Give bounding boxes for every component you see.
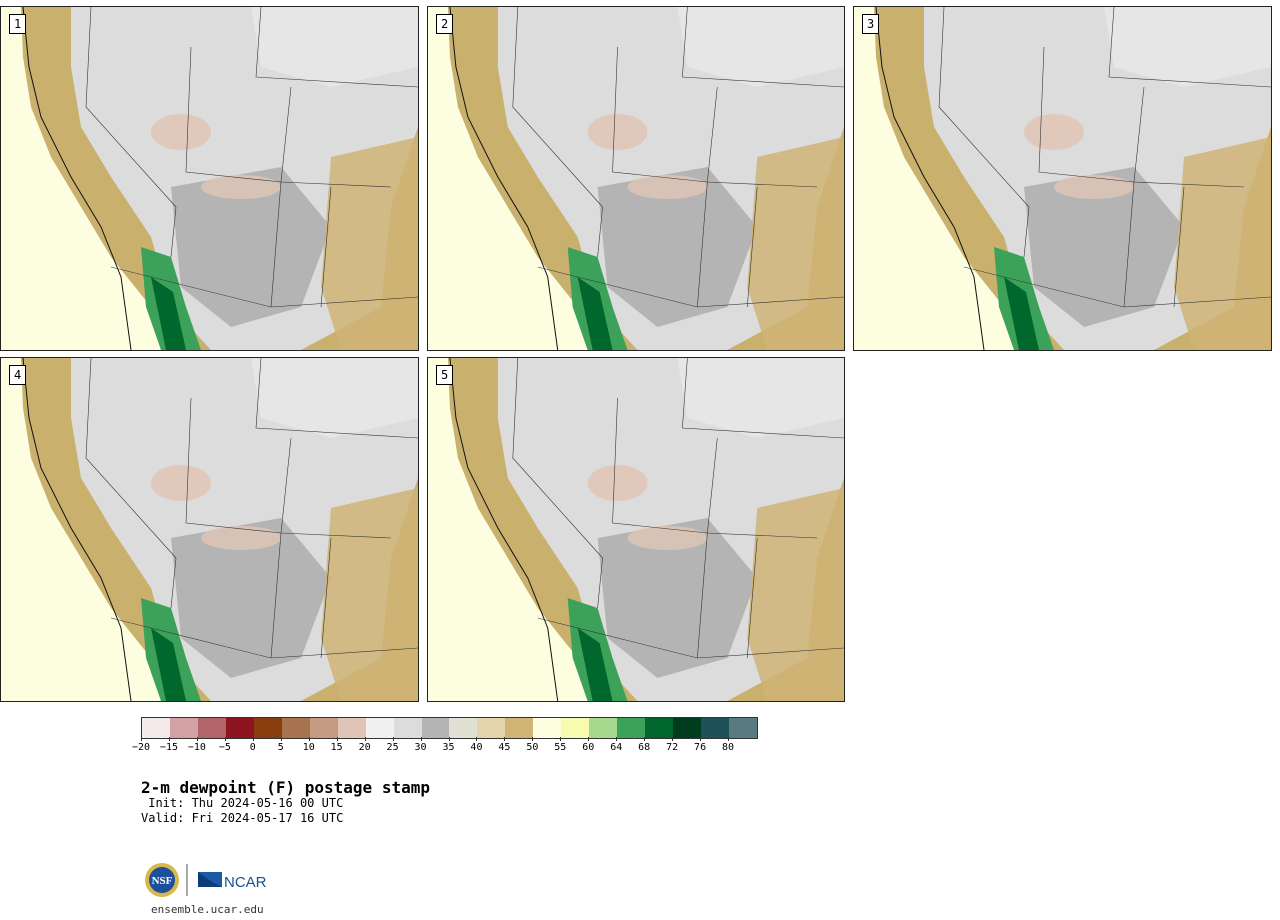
colorbar-tick-label: 15 xyxy=(330,742,343,753)
colorbar-segment xyxy=(169,718,198,738)
colorbar-tick-label: −5 xyxy=(218,742,231,753)
colorbar-segment xyxy=(337,718,366,738)
colorbar-tick-label: 35 xyxy=(442,742,455,753)
valid-time: Valid: Fri 2024-05-17 16 UTC xyxy=(141,811,344,825)
colorbar-tick-label: 20 xyxy=(358,742,371,753)
colorbar-segment xyxy=(729,718,757,738)
colorbar-segment xyxy=(701,718,730,738)
colorbar-tick-label: 30 xyxy=(414,742,427,753)
member-map-5: 5 xyxy=(427,357,845,702)
member-label: 4 xyxy=(9,365,27,385)
colorbar-tick-label: 60 xyxy=(582,742,595,753)
member-map-1: 1 xyxy=(0,6,419,351)
colorbar-segment xyxy=(393,718,422,738)
member-map-2: 2 xyxy=(427,6,845,351)
member-label: 2 xyxy=(436,14,454,34)
colorbar-tick-label: −10 xyxy=(187,742,206,753)
colorbar-segment xyxy=(253,718,282,738)
colorbar-segment xyxy=(645,718,674,738)
colorbar-tick-label: 0 xyxy=(249,742,256,753)
colorbar-tick-label: 50 xyxy=(526,742,539,753)
colorbar-tick-label: 5 xyxy=(277,742,284,753)
colorbar-tick-label: 64 xyxy=(610,742,623,753)
member-label: 5 xyxy=(436,365,454,385)
svg-text:NCAR: NCAR xyxy=(224,874,267,891)
colorbar-tick-label: 55 xyxy=(554,742,567,753)
colorbar-tick-label: 45 xyxy=(498,742,511,753)
member-map-3: 3 xyxy=(853,6,1272,351)
dewpoint-map xyxy=(1,7,418,350)
dewpoint-map xyxy=(854,7,1271,350)
init-time: Init: Thu 2024-05-16 00 UTC xyxy=(141,796,344,810)
member-label: 3 xyxy=(862,14,880,34)
colorbar-tick-label: 80 xyxy=(722,742,735,753)
colorbar-segment xyxy=(449,718,478,738)
colorbar-segment xyxy=(365,718,394,738)
colorbar-ticks: −20 −15 −10 −5 0 5 10 15 20 25 30 35 40 45 50 55 60 64 68 7… xyxy=(132,737,756,756)
colorbar-segment xyxy=(225,718,254,738)
colorbar-segment xyxy=(142,718,170,738)
colorbar-tick-label: 40 xyxy=(470,742,483,753)
member-map-4: 4 xyxy=(0,357,419,702)
colorbar-segment xyxy=(421,718,450,738)
dewpoint-map xyxy=(428,7,844,350)
colorbar-tick-label: −15 xyxy=(159,742,178,753)
colorbar-tick-label: 10 xyxy=(302,742,315,753)
colorbar-tick-label: 76 xyxy=(694,742,707,753)
colorbar-tick-label: 68 xyxy=(638,742,651,753)
colorbar-tick-label: −20 xyxy=(131,742,151,753)
plot-title: 2-m dewpoint (F) postage stamp xyxy=(141,778,430,797)
ncar-logo: NCAR xyxy=(198,872,267,891)
colorbar-segment xyxy=(505,718,534,738)
svg-text:NSF: NSF xyxy=(152,875,173,887)
colorbar-segment xyxy=(281,718,310,738)
website-url: ensemble.ucar.edu xyxy=(151,903,264,916)
colorbar-segment xyxy=(673,718,702,738)
colorbar-segment xyxy=(309,718,338,738)
dewpoint-map xyxy=(428,358,844,701)
colorbar-segment xyxy=(561,718,590,738)
dewpoint-map xyxy=(1,358,418,701)
logos: NSF NCAR xyxy=(143,860,275,900)
colorbar-tick-label: 25 xyxy=(386,742,399,753)
member-label: 1 xyxy=(9,14,27,34)
colorbar-segment xyxy=(589,718,618,738)
colorbar-segment xyxy=(477,718,506,738)
colorbar-segment xyxy=(533,718,562,738)
colorbar-tick-label: 72 xyxy=(666,742,679,753)
colorbar-segment xyxy=(617,718,646,738)
colorbar-segment xyxy=(197,718,226,738)
colorbar xyxy=(141,717,758,739)
nsf-logo: NSF xyxy=(145,863,179,897)
